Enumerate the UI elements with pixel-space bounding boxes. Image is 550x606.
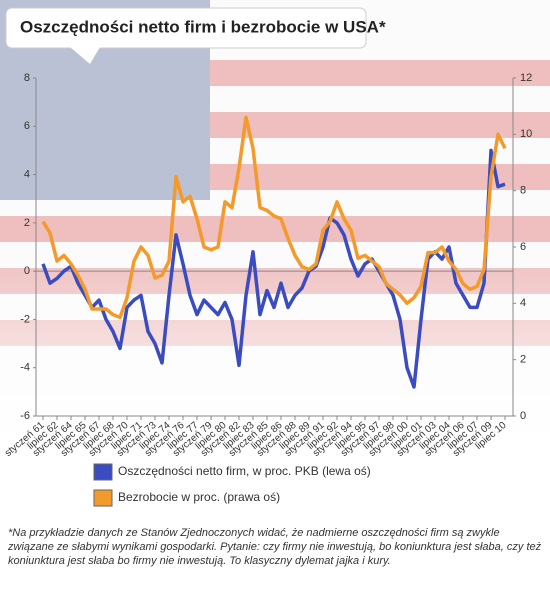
legend-label: Bezrobocie w proc. (prawa oś) bbox=[118, 490, 280, 504]
y-tick-label: 4 bbox=[24, 168, 30, 180]
y2-tick-label: 0 bbox=[520, 410, 526, 422]
legend-swatch bbox=[93, 463, 113, 481]
y-tick-label: -2 bbox=[20, 313, 30, 325]
y2-tick-label: 4 bbox=[520, 297, 526, 309]
y-tick-label: -4 bbox=[20, 362, 30, 374]
legend bbox=[90, 458, 380, 514]
y2-tick-label: 10 bbox=[520, 128, 532, 140]
footnote: *Na przykładzie danych ze Stanów Zjednoc… bbox=[8, 527, 542, 567]
title-box bbox=[5, 7, 367, 49]
flag-background bbox=[0, 0, 550, 440]
y2-tick-label: 12 bbox=[520, 72, 532, 84]
y-tick-label: -6 bbox=[20, 410, 30, 422]
y2-tick-label: 8 bbox=[520, 185, 526, 197]
title-tail bbox=[70, 47, 100, 64]
y2-tick-label: 6 bbox=[520, 241, 526, 253]
chart-title: Oszczędności netto firm i bezrobocie w U… bbox=[20, 17, 386, 36]
y-tick-label: 0 bbox=[24, 265, 30, 277]
series-line bbox=[41, 115, 507, 320]
y2-tick-label: 2 bbox=[520, 354, 526, 366]
footnote-box: *Na przykładzie danych ze Stanów Zjednoc… bbox=[8, 527, 542, 567]
legend-swatch bbox=[93, 489, 113, 507]
legend-label: Oszczędności netto firm, w proc. PKB (le… bbox=[118, 464, 371, 478]
y-tick-label: 2 bbox=[24, 217, 30, 229]
y-tick-label: 6 bbox=[24, 120, 30, 132]
y-tick-label: 8 bbox=[24, 72, 30, 84]
